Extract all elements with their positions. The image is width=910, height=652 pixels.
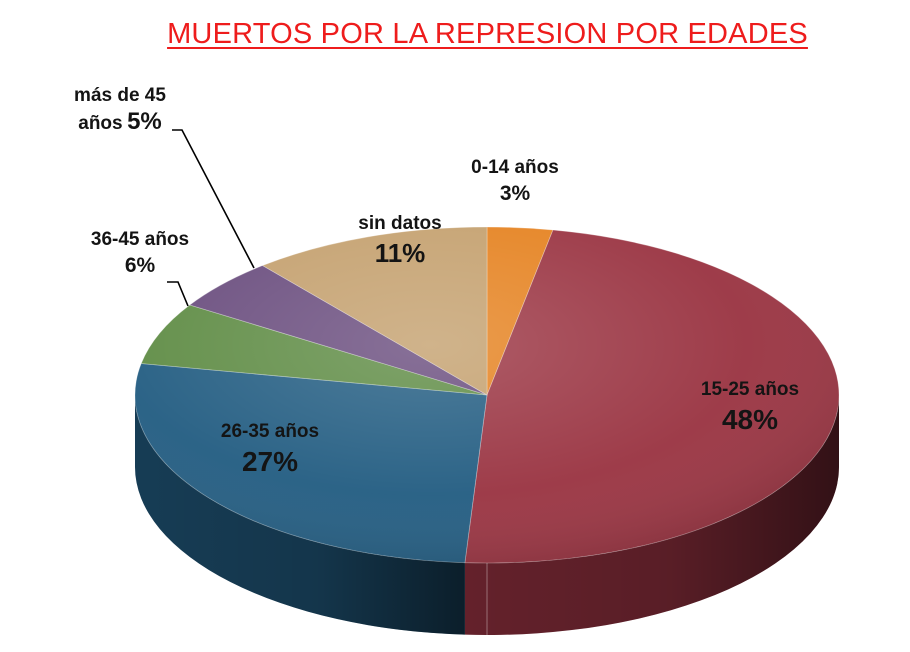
label-0-14-percent: 3% [499, 182, 531, 205]
pie-gloss [135, 227, 839, 563]
label-sin-datos-percent: 11% [374, 238, 426, 268]
label-mas-45-line2: años [78, 113, 123, 134]
label-0-14-name: 0-14 años [471, 157, 559, 178]
pie-tops [134, 226, 840, 564]
label-sin-datos: sin datos 11% [320, 212, 480, 270]
leader-line-mas-45 [172, 129, 255, 269]
label-15-25-percent: 48% [721, 404, 779, 435]
slice-side-shade-15-25 [464, 395, 839, 636]
label-mas-45-line1: más de 45 [74, 85, 166, 106]
chart-title: MUERTOS POR LA REPRESION POR EDADES [167, 18, 808, 50]
label-26-35-name: 26-35 años [220, 421, 320, 442]
label-mas-45: más de 45 años 5% [30, 84, 210, 140]
leader-lines [167, 129, 255, 307]
label-mas-45-percent: 5% [127, 108, 162, 135]
label-36-45: 36-45 años 6% [50, 228, 230, 280]
label-15-25-name: 15-25 años [700, 379, 800, 400]
label-26-35: 26-35 años 27% [180, 420, 360, 480]
label-15-25: 15-25 años 48% [660, 378, 840, 438]
label-26-35-percent: 27% [241, 446, 299, 477]
label-0-14: 0-14 años 3% [440, 156, 590, 208]
slice-side-shade-26-35 [135, 395, 465, 635]
label-36-45-name: 36-45 años [90, 229, 190, 250]
label-36-45-percent: 6% [124, 254, 156, 277]
pie-sides [135, 395, 839, 636]
leader-line-36-45 [167, 281, 189, 307]
label-sin-datos-name: sin datos [358, 213, 442, 234]
